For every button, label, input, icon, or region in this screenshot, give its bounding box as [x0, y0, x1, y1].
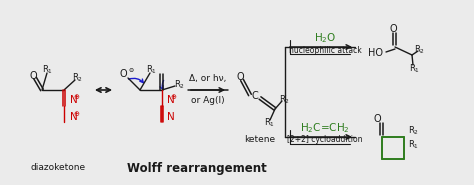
Text: [2+2] cycloaddition: [2+2] cycloaddition [287, 135, 363, 144]
Text: O: O [236, 72, 244, 82]
Text: N: N [167, 95, 175, 105]
Text: ⊖: ⊖ [73, 111, 79, 117]
Text: O: O [119, 69, 127, 79]
Text: R$_2$: R$_2$ [280, 94, 291, 106]
Text: ketene: ketene [245, 135, 275, 144]
Text: Wolff rearrangement: Wolff rearrangement [127, 162, 266, 175]
Text: R$_2$: R$_2$ [409, 125, 419, 137]
FancyArrowPatch shape [160, 80, 164, 89]
Text: R$_1$: R$_1$ [264, 117, 275, 129]
Text: R$_2$: R$_2$ [174, 79, 185, 91]
Text: N: N [70, 95, 78, 105]
Text: N: N [167, 112, 175, 122]
Text: H$_2$O: H$_2$O [314, 31, 336, 45]
Text: N: N [70, 112, 78, 122]
Text: ⊖: ⊖ [128, 68, 134, 73]
Text: R$_1$: R$_1$ [43, 64, 54, 76]
Text: O: O [373, 114, 381, 124]
Text: diazoketone: diazoketone [30, 162, 86, 171]
Text: HO: HO [368, 48, 383, 58]
Text: O: O [29, 71, 37, 81]
Text: ⊕: ⊕ [73, 94, 79, 100]
FancyArrowPatch shape [128, 78, 143, 83]
Text: R$_1$: R$_1$ [409, 139, 419, 151]
Text: R$_1$: R$_1$ [410, 63, 420, 75]
Text: H$_2$C=CH$_2$: H$_2$C=CH$_2$ [300, 121, 350, 135]
Text: nucleophilic attack: nucleophilic attack [289, 46, 361, 55]
Text: Δ, or hν,: Δ, or hν, [189, 73, 227, 83]
Text: R$_1$: R$_1$ [146, 64, 157, 76]
Text: ⊕: ⊕ [170, 94, 176, 100]
Text: O: O [389, 24, 397, 34]
Text: R$_2$: R$_2$ [414, 44, 426, 56]
Text: R$_2$: R$_2$ [73, 72, 83, 84]
Text: or Ag(I): or Ag(I) [191, 95, 225, 105]
Text: C: C [252, 91, 258, 101]
